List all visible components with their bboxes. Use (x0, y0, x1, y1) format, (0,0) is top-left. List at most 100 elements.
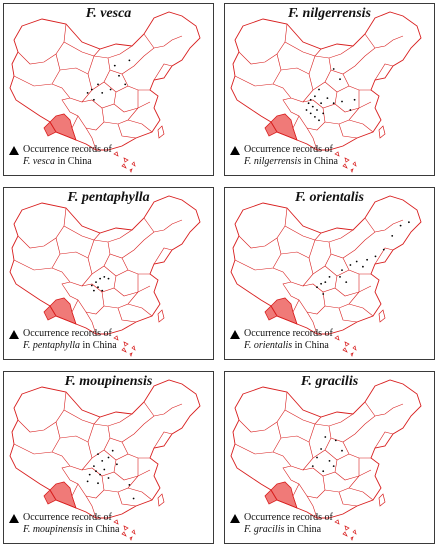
china-province-boundaries (230, 195, 422, 357)
china-outline (9, 195, 201, 335)
province-boundary (17, 207, 67, 249)
occurrence-record-dot (97, 482, 99, 485)
occurrence-record-dot (103, 276, 106, 278)
province-boundary (103, 475, 139, 493)
province-boundary (71, 483, 79, 509)
province-boundary (312, 437, 332, 459)
occurrence-record-dot (305, 109, 308, 111)
province-boundary (306, 127, 318, 151)
province-boundary (17, 391, 67, 433)
province-boundary (85, 495, 97, 519)
province-boundary (121, 441, 150, 459)
province-boundary (143, 33, 155, 49)
legend-species: F. moupinensis (23, 524, 83, 535)
province-boundary (328, 219, 404, 259)
province-boundary (91, 253, 111, 275)
legend-suffix: in China (284, 524, 322, 535)
occurrence-record-dot (107, 277, 110, 280)
occurrence-record-dot (324, 436, 327, 438)
occurrence-record-dot (345, 281, 348, 283)
province-boundary (348, 487, 374, 501)
province-boundary (234, 237, 282, 271)
occurrence-record-dot (339, 78, 341, 81)
occurrence-record-dot (334, 439, 337, 442)
island (342, 163, 348, 169)
occurrence-record-dot (101, 289, 104, 292)
occurrence-dots (86, 449, 135, 500)
island (350, 352, 354, 357)
occurrence-dots (316, 221, 410, 295)
island (123, 525, 129, 531)
occurrence-record-dot (349, 109, 352, 111)
legend-suffix: in China (80, 340, 117, 351)
province-boundary (153, 63, 173, 81)
occurrence-record-dot (90, 284, 93, 287)
legend-species: F. gracilis (244, 524, 285, 535)
yunnan-region (264, 297, 298, 325)
province-boundary (328, 35, 404, 75)
province-boundary (153, 247, 173, 265)
island (123, 157, 129, 163)
occurrence-record-dot (109, 88, 112, 91)
province-boundary (334, 469, 372, 481)
occurrence-record-dot (311, 105, 314, 108)
triangle-icon (230, 330, 240, 339)
occurrence-record-dot (399, 224, 402, 227)
china-province-boundaries (230, 11, 422, 173)
province-boundary (91, 437, 111, 459)
province-boundary (117, 307, 137, 323)
china-map (230, 379, 422, 541)
island (113, 335, 119, 341)
occurrence-record-dot (309, 112, 312, 115)
province-boundary (364, 217, 376, 233)
occurrence-record-dot (326, 97, 329, 99)
province-boundary (374, 63, 394, 81)
island (121, 163, 127, 169)
province-boundary (238, 23, 288, 65)
occurrence-record-dot (93, 465, 95, 467)
province-boundary (51, 257, 93, 287)
occurrence-record-dot (320, 102, 322, 105)
panel-title: F. orientalis (295, 190, 364, 205)
occurrence-record-dot (324, 281, 327, 283)
occurrence-record-dot (97, 286, 99, 289)
province-boundary (103, 107, 139, 125)
province-boundary (348, 119, 374, 133)
province-boundary (342, 257, 371, 275)
island (350, 168, 354, 173)
occurrence-record-dot (107, 477, 110, 479)
island (342, 531, 348, 537)
province-boundary (324, 475, 360, 493)
occurrence-record-dot (111, 449, 114, 452)
yunnan-region (43, 113, 77, 141)
province-boundary (348, 303, 374, 317)
occurrence-record-dot (95, 281, 97, 283)
occurrence-record-dot (107, 456, 110, 459)
occurrence-record-dot (314, 116, 316, 118)
legend-suffix: in China (82, 524, 120, 535)
occurrence-record-dot (353, 98, 356, 101)
province-boundary (63, 41, 101, 57)
province-boundary (364, 401, 376, 417)
island (113, 519, 119, 525)
island (131, 529, 136, 535)
province-boundary (113, 469, 151, 481)
occurrence-record-dot (307, 102, 310, 105)
province-boundary (324, 81, 350, 93)
province-boundary (13, 53, 61, 87)
province-boundary (81, 275, 117, 293)
occurrence-record-dot (101, 92, 104, 94)
province-boundary (59, 239, 95, 259)
province-boundary (117, 491, 137, 507)
occurrence-record-dot (355, 260, 358, 263)
province-boundary (61, 97, 105, 131)
occurrence-record-dot (93, 289, 95, 292)
island (342, 347, 348, 353)
province-boundary (284, 409, 322, 425)
occurrence-record-dot (332, 465, 335, 467)
province-boundary (364, 33, 376, 49)
occurrence-record-dot (320, 282, 322, 285)
occurrence-record-dot (311, 465, 314, 467)
occurrence-dots (90, 276, 110, 292)
legend-suffix: in China (292, 340, 329, 351)
